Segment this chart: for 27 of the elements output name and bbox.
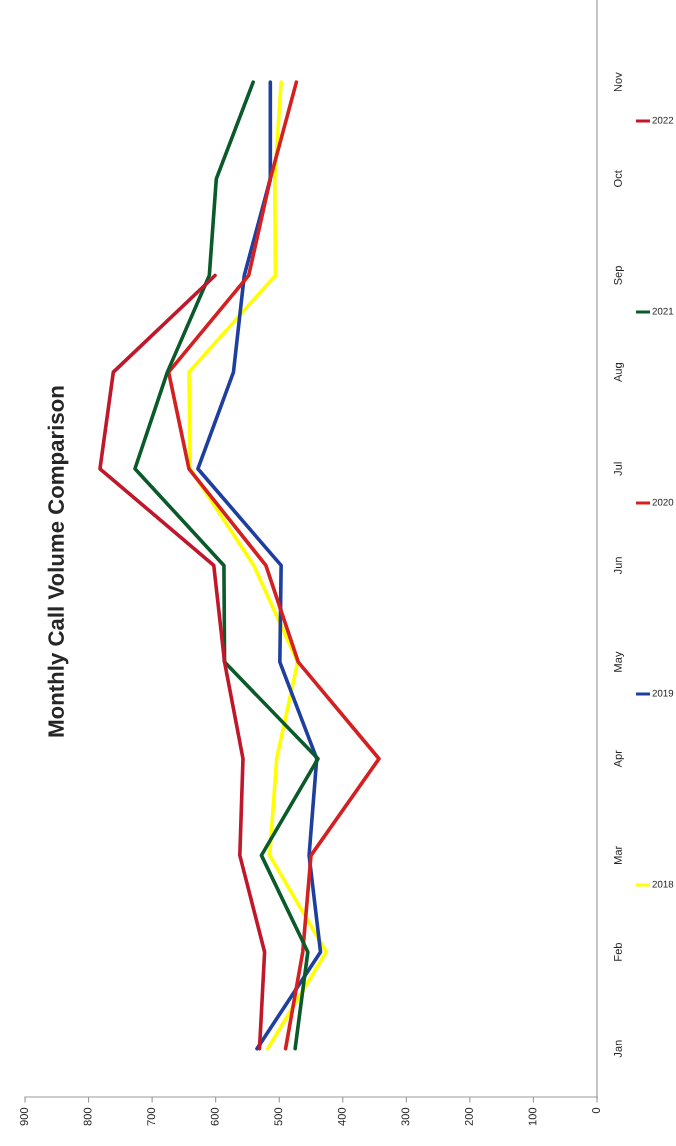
y-tick-label: Feb	[613, 942, 622, 961]
y-tick-label: Nov	[614, 72, 622, 92]
x-tick-label: 900	[20, 1107, 28, 1126]
text: Monthly Call Volume Comparison	[47, 386, 69, 737]
legend-label: 2019	[652, 689, 674, 697]
x-tick-label: 500	[274, 1107, 283, 1126]
y-tick-label: Jun	[614, 557, 622, 575]
y-tick-label: Mar	[614, 845, 622, 865]
legend-label: 2021	[652, 307, 674, 315]
x-tick-label: 800	[83, 1107, 92, 1126]
x-tick-label: 300	[401, 1107, 410, 1126]
x-tick-label: 400	[337, 1107, 346, 1126]
x-tick-label: 600	[210, 1107, 219, 1126]
x-tick-label: 100	[528, 1107, 537, 1126]
y-tick-label: May	[614, 651, 625, 672]
y-tick-label: Oct	[613, 170, 622, 187]
legend-label: 2018	[652, 880, 674, 888]
x-tick-label: 200	[465, 1107, 473, 1126]
legend-label: 2022	[652, 116, 674, 124]
y-tick-label: Sep	[613, 266, 625, 285]
legend-label: 2020	[652, 498, 674, 506]
y-tick-label: Jul	[613, 462, 622, 476]
y-tick-label: Apr	[614, 750, 625, 768]
x-tick-label: 0	[592, 1107, 600, 1114]
x-tick-label: 700	[147, 1107, 156, 1126]
y-tick-label: Aug	[614, 362, 625, 382]
y-tick-label: Jan	[614, 1040, 622, 1058]
